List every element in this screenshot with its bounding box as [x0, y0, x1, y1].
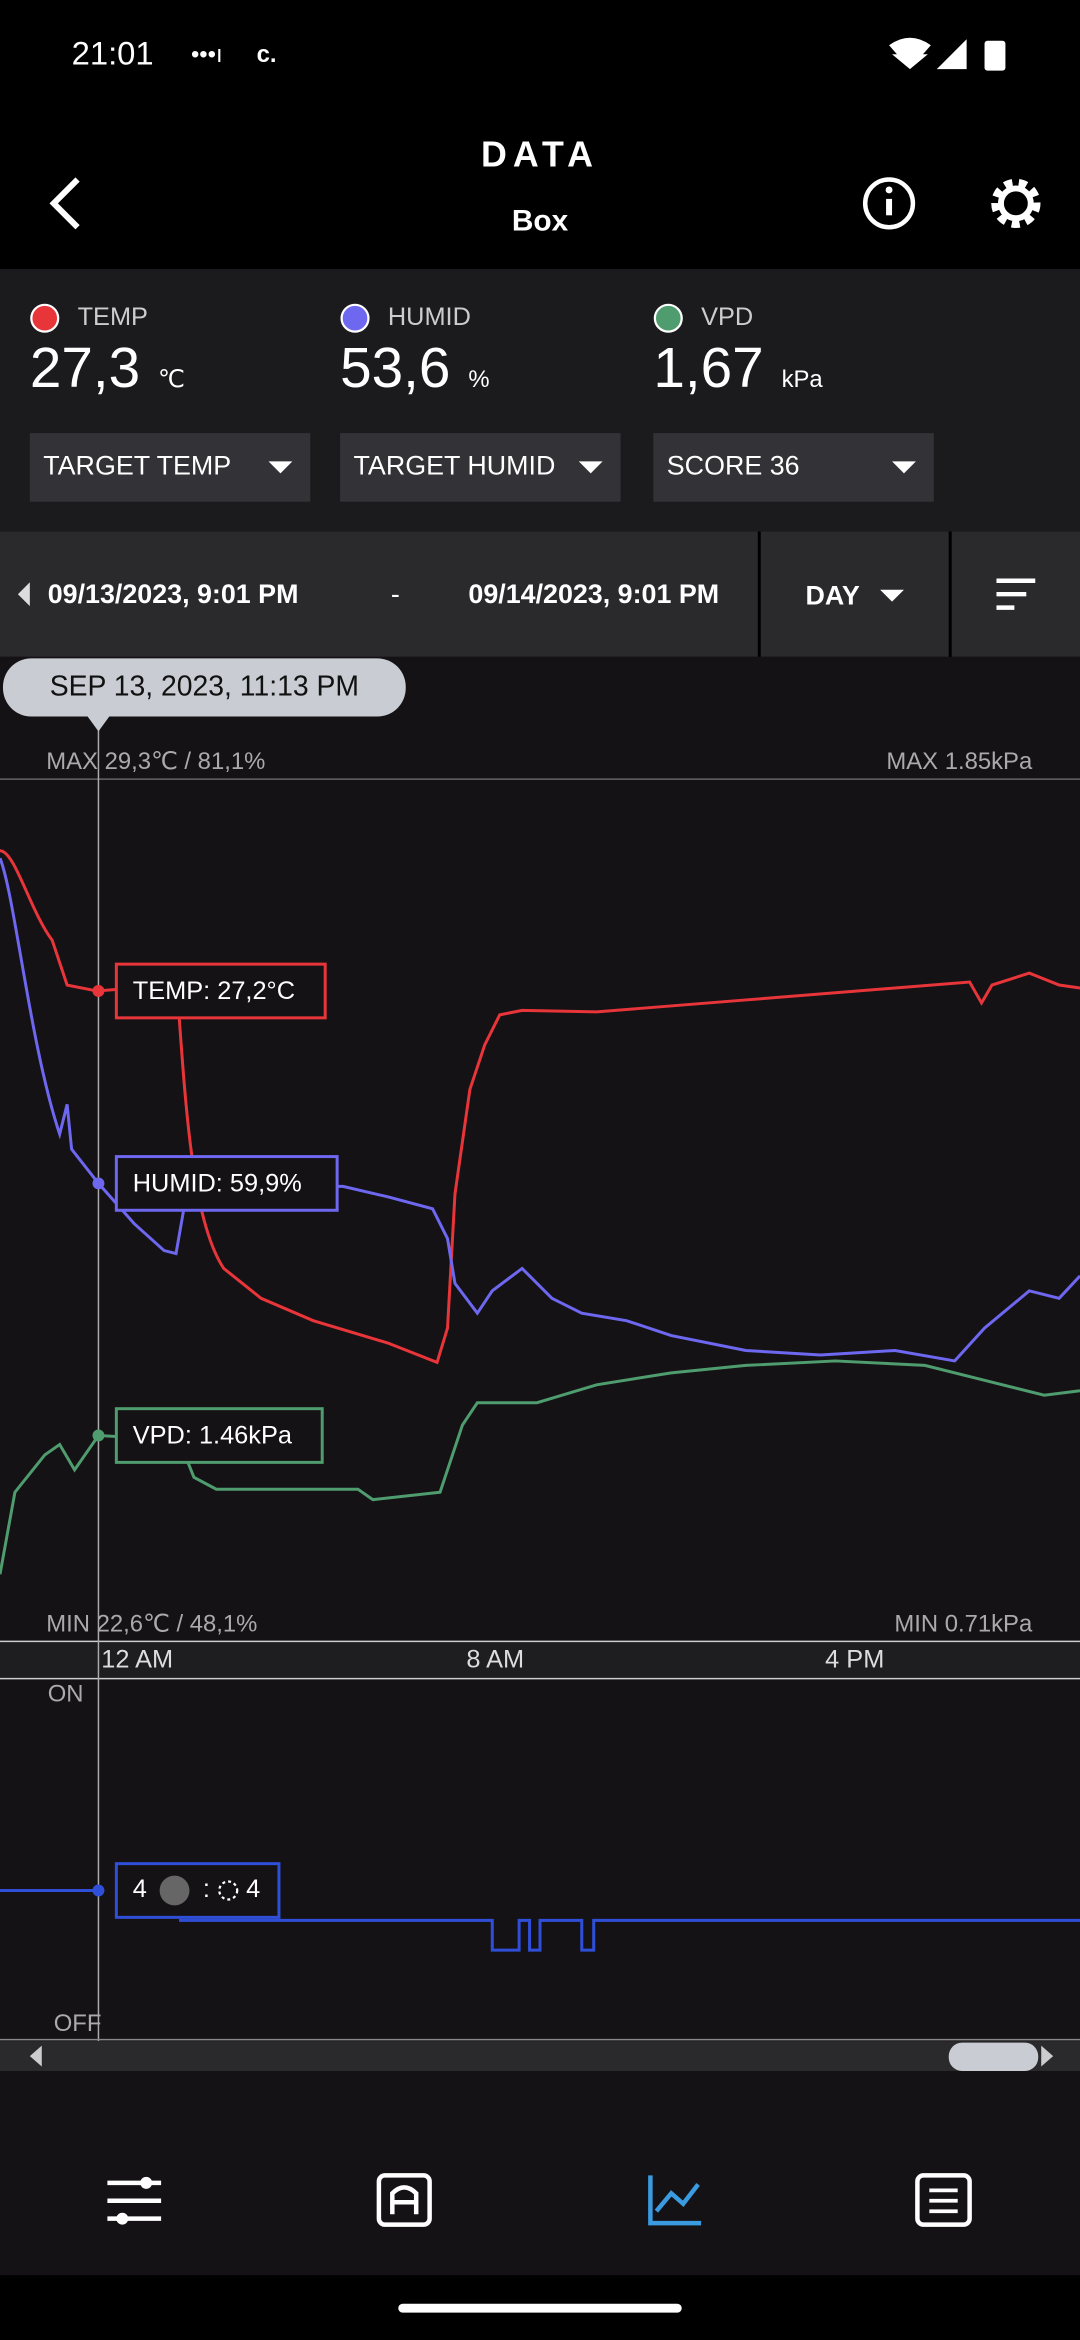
- status-time: 21:01: [72, 34, 154, 71]
- scroll-left[interactable]: [29, 2045, 42, 2067]
- x-label: 12 AM: [101, 1645, 173, 1673]
- reading-unit: kPa: [782, 366, 824, 393]
- nav-log[interactable]: [915, 2173, 972, 2227]
- scroll-right[interactable]: [1041, 2045, 1054, 2067]
- knob: [140, 2176, 153, 2189]
- nav-log-frame: [915, 2173, 972, 2227]
- nav-auto-frame: [376, 2173, 432, 2227]
- reading-label: HUMID: [388, 303, 471, 331]
- x-label: 4 PM: [825, 1645, 884, 1673]
- vpd-line: [0, 1359, 1080, 1575]
- info-button[interactable]: [862, 177, 916, 230]
- dropdown-arrow: [892, 461, 916, 474]
- reading-label: TEMP: [78, 303, 148, 331]
- bottom-nav: [0, 2073, 1080, 2276]
- nav-log-lines: [929, 2188, 958, 2214]
- humid-callout-text: HUMID: 59,9%: [133, 1170, 302, 1198]
- nav-controls[interactable]: [107, 2176, 162, 2225]
- dropdown-label: SCORE 36: [667, 450, 800, 480]
- on-label: ON: [48, 1680, 84, 1707]
- range-prev[interactable]: [17, 582, 30, 607]
- home-indicator[interactable]: [398, 2303, 682, 2313]
- humid-line: [0, 857, 1080, 1363]
- info-ring: [862, 177, 916, 230]
- dropdown-label: TARGET HUMID: [354, 450, 556, 480]
- period-select[interactable]: DAY: [806, 580, 860, 610]
- gear-body: [997, 185, 1034, 222]
- battery-icon: [984, 40, 1006, 71]
- wifi-icon: [889, 37, 931, 70]
- dropdown-arrow: [578, 461, 603, 474]
- vpd-callout-text: VPD: 1.46kPa: [133, 1422, 293, 1450]
- dropdown-arrow: [268, 461, 293, 474]
- status-carrier: c.: [257, 41, 277, 68]
- tooltip: [2, 658, 406, 717]
- tooltip-pointer: [86, 715, 111, 732]
- mode-icon: [218, 1880, 239, 1901]
- back-button[interactable]: [49, 177, 80, 230]
- status-dots: •••ı: [191, 41, 223, 68]
- scroll-thumb[interactable]: [948, 2042, 1039, 2071]
- device-left: 4: [133, 1875, 147, 1903]
- max-left: MAX 29,3℃ / 81,1%: [46, 748, 265, 775]
- gear-teeth: [991, 178, 1041, 228]
- scrollbar-track: [0, 2041, 1080, 2071]
- vpd-dot: [92, 1429, 105, 1442]
- device-callout: [114, 1862, 281, 1919]
- period-arrow: [880, 589, 904, 602]
- reading-unit: %: [468, 366, 489, 393]
- nav-chart[interactable]: [648, 2175, 702, 2226]
- device-dot: [92, 1884, 105, 1897]
- temp-dot: [92, 985, 105, 997]
- min-left: MIN 22,6℃ / 48,1%: [46, 1610, 257, 1637]
- nav-auto-glyph: [390, 2185, 419, 2215]
- dropdown[interactable]: [653, 433, 934, 502]
- header-title: DATA: [481, 135, 599, 175]
- dropdown[interactable]: [29, 433, 311, 502]
- device-right: 4: [246, 1875, 260, 1903]
- reading-label: VPD: [701, 303, 753, 331]
- temp-callout: [114, 962, 327, 1020]
- range-separator: -: [391, 579, 400, 609]
- reading-value: 1,67: [653, 337, 763, 400]
- min-right: MIN 0.71kPa: [894, 1610, 1033, 1637]
- vpd-callout: [114, 1407, 324, 1464]
- reading-value: 27,3: [30, 337, 140, 400]
- tooltip-text: SEP 13, 2023, 11:13 PM: [50, 671, 359, 703]
- humid-dot: [92, 1177, 105, 1190]
- reading-dot: [653, 303, 683, 333]
- info-dot: [885, 186, 893, 194]
- dropdown-label: TARGET TEMP: [43, 450, 231, 480]
- dropdown[interactable]: [340, 433, 621, 502]
- device-line: [0, 1889, 1080, 1952]
- device-separator: :: [203, 1875, 210, 1903]
- reading-unit: ℃: [158, 366, 185, 393]
- sort-button[interactable]: [996, 578, 1036, 610]
- temp-callout-text: TEMP: 27,2°C: [133, 977, 295, 1005]
- x-axis-band: [0, 1641, 1080, 1679]
- off-label: OFF: [54, 2010, 102, 2037]
- range-start[interactable]: 09/13/2023, 9:01 PM: [48, 579, 299, 609]
- header-subtitle: Box: [512, 205, 569, 238]
- x-label: 8 AM: [466, 1645, 524, 1673]
- fan-icon: [159, 1875, 190, 1906]
- info-stem: [886, 198, 893, 216]
- reading-dot: [30, 303, 60, 333]
- knob: [116, 2212, 129, 2225]
- range-bar: [0, 531, 1080, 657]
- settings-button[interactable]: [991, 178, 1041, 228]
- humid-callout: [114, 1155, 339, 1212]
- nav-auto[interactable]: [376, 2173, 432, 2227]
- reading-value: 53,6: [340, 337, 450, 400]
- reading-dot: [340, 303, 370, 333]
- range-end[interactable]: 09/14/2023, 9:01 PM: [468, 579, 719, 609]
- max-right: MAX 1.85kPa: [886, 748, 1033, 775]
